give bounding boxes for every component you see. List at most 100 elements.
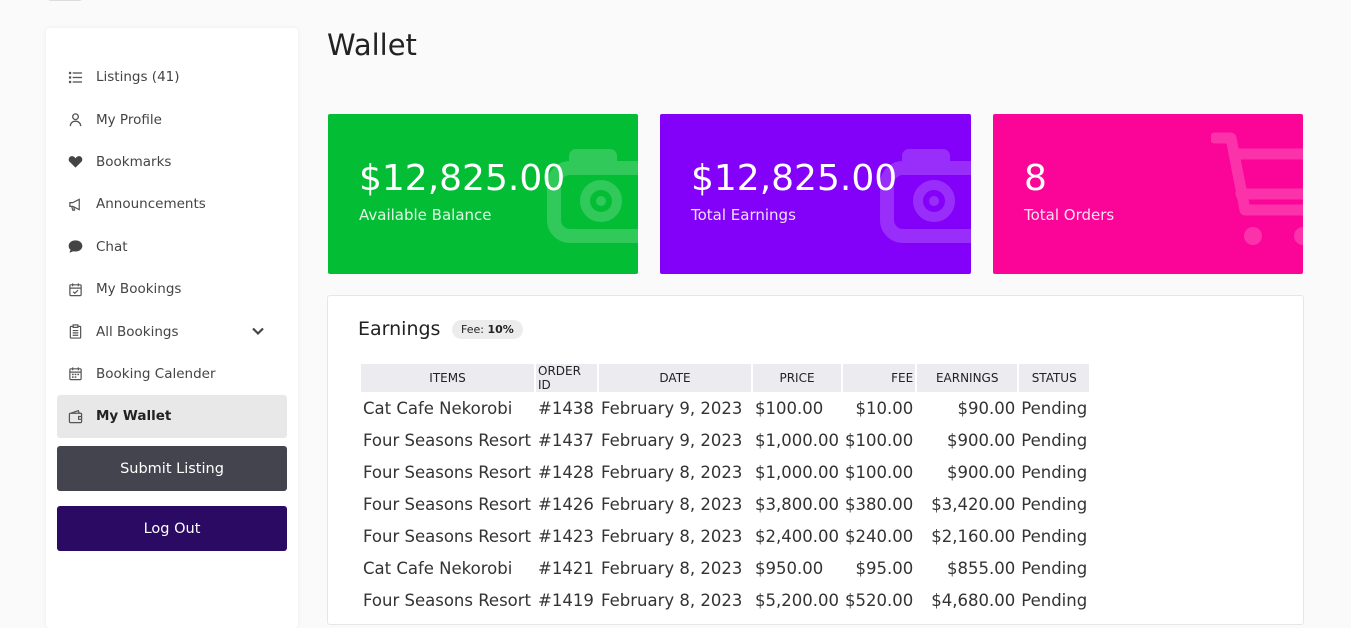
- cell-fee: $95.00: [855, 558, 914, 578]
- sidebar-item-all-bookings[interactable]: All Bookings: [57, 310, 287, 352]
- cell-item: Four Seasons Resort: [363, 590, 532, 610]
- cell-earnings: $900.00: [946, 430, 1016, 450]
- sidebar-item-label: All Bookings: [96, 323, 179, 340]
- total-earnings-card: $12,825.00 Total Earnings: [660, 114, 971, 274]
- top-bar-stub: [48, 0, 82, 1]
- cell-date: February 8, 2023: [601, 462, 743, 482]
- cell-fee: $100.00: [844, 462, 914, 482]
- total-orders-label: Total Orders: [1024, 206, 1115, 224]
- cell-order-id: #1423: [538, 526, 594, 546]
- wallet-icon: [547, 149, 638, 243]
- cell-earnings: $3,420.00: [931, 494, 1016, 514]
- cell-price: $100.00: [755, 398, 824, 418]
- cell-order-id: #1428: [538, 462, 594, 482]
- sidebar-item-label: My Wallet: [96, 408, 172, 425]
- chevron-down-icon[interactable]: [251, 324, 265, 338]
- sidebar-item-bookmarks[interactable]: Bookmarks: [57, 141, 287, 183]
- cell-earnings: $4,680.00: [931, 590, 1016, 610]
- chat-bubble-icon: [68, 239, 83, 254]
- column-header-fee: FEE: [842, 364, 916, 392]
- fee-prefix: Fee:: [461, 323, 484, 336]
- sidebar-item-my-wallet[interactable]: My Wallet: [57, 395, 287, 438]
- user-icon: [68, 112, 83, 127]
- cell-status: Pending: [1021, 398, 1088, 418]
- table-row: Four Seasons Resort #1426 February 8, 20…: [361, 488, 1089, 520]
- log-out-button[interactable]: Log Out: [57, 506, 287, 551]
- cell-item: Four Seasons Resort: [363, 462, 532, 482]
- megaphone-icon: [68, 197, 83, 212]
- total-earnings-value: $12,825.00: [691, 158, 898, 199]
- cell-fee: $10.00: [855, 398, 914, 418]
- heart-icon: [68, 154, 83, 169]
- sidebar-item-label: Booking Calender: [96, 365, 216, 382]
- sidebar-item-my-profile[interactable]: My Profile: [57, 98, 287, 140]
- cell-order-id: #1421: [538, 558, 594, 578]
- total-orders-value: 8: [1024, 158, 1047, 199]
- sidebar-item-label: Bookmarks: [96, 153, 172, 170]
- cell-date: February 8, 2023: [601, 558, 743, 578]
- fee-value: 10%: [487, 323, 514, 336]
- cell-order-id: #1419: [538, 590, 594, 610]
- submit-listing-button[interactable]: Submit Listing: [57, 446, 287, 491]
- cell-fee: $380.00: [844, 494, 914, 514]
- column-header-price: PRICE: [753, 364, 841, 392]
- column-header-items: ITEMS: [361, 364, 534, 392]
- fee-badge: Fee: 10%: [452, 320, 523, 339]
- cell-fee: $240.00: [844, 526, 914, 546]
- column-header-order-id: ORDER ID: [536, 364, 597, 392]
- column-header-earnings: EARNINGS: [917, 364, 1018, 392]
- sidebar-nav: Listings (41) My Profile Bookmarks Annou…: [57, 56, 287, 438]
- calendar-check-icon: [68, 282, 83, 297]
- available-balance-label: Available Balance: [359, 206, 492, 224]
- cell-date: February 8, 2023: [601, 494, 743, 514]
- cell-fee: $100.00: [844, 430, 914, 450]
- shopping-cart-icon: [1211, 132, 1303, 245]
- sidebar-item-chat[interactable]: Chat: [57, 226, 287, 268]
- cell-price: $1,000.00: [755, 462, 839, 482]
- table-header-row: ITEMS ORDER ID DATE PRICE FEE EARNINGS S…: [361, 364, 1090, 392]
- cell-earnings: $855.00: [946, 558, 1016, 578]
- clipboard-list-icon: [68, 324, 83, 339]
- available-balance-card: $12,825.00 Available Balance: [328, 114, 638, 274]
- cell-status: Pending: [1021, 494, 1088, 514]
- wallet-icon: [880, 149, 971, 243]
- earnings-table: ITEMS ORDER ID DATE PRICE FEE EARNINGS S…: [359, 364, 1091, 616]
- cell-date: February 8, 2023: [601, 526, 743, 546]
- cell-order-id: #1438: [538, 398, 594, 418]
- cell-item: Cat Cafe Nekorobi: [363, 558, 513, 578]
- cell-earnings: $2,160.00: [931, 526, 1016, 546]
- cell-status: Pending: [1021, 558, 1088, 578]
- table-row: Cat Cafe Nekorobi #1438 February 9, 2023…: [361, 392, 1089, 424]
- sidebar-item-announcements[interactable]: Announcements: [57, 183, 287, 225]
- sidebar-item-my-bookings[interactable]: My Bookings: [57, 268, 287, 310]
- cell-status: Pending: [1021, 430, 1088, 450]
- sidebar-item-booking-calender[interactable]: Booking Calender: [57, 353, 287, 395]
- cell-order-id: #1426: [538, 494, 594, 514]
- cell-date: February 9, 2023: [601, 430, 743, 450]
- wallet-icon: [68, 409, 83, 424]
- cell-price: $950.00: [755, 558, 824, 578]
- cell-price: $5,200.00: [755, 590, 839, 610]
- column-header-status: STATUS: [1019, 364, 1090, 392]
- table-row: Four Seasons Resort #1419 February 8, 20…: [361, 584, 1089, 616]
- cell-earnings: $90.00: [957, 398, 1016, 418]
- calendar-icon: [68, 366, 83, 381]
- list-icon: [68, 70, 83, 85]
- sidebar-item-label: My Profile: [96, 111, 162, 128]
- total-earnings-label: Total Earnings: [691, 206, 796, 224]
- table-row: Four Seasons Resort #1437 February 9, 20…: [361, 424, 1089, 456]
- cell-date: February 8, 2023: [601, 590, 743, 610]
- cell-earnings: $900.00: [946, 462, 1016, 482]
- cell-order-id: #1437: [538, 430, 594, 450]
- cell-price: $3,800.00: [755, 494, 839, 514]
- cell-item: Four Seasons Resort: [363, 526, 532, 546]
- table-row: Cat Cafe Nekorobi #1421 February 8, 2023…: [361, 552, 1089, 584]
- cell-price: $1,000.00: [755, 430, 839, 450]
- sidebar-item-label: Listings (41): [96, 69, 180, 86]
- table-row: Four Seasons Resort #1428 February 8, 20…: [361, 456, 1089, 488]
- earnings-section: Earnings Fee: 10% ITEMS ORDER ID DATE PR…: [327, 295, 1304, 625]
- sidebar-item-label: Announcements: [96, 196, 206, 213]
- sidebar-item-listings[interactable]: Listings (41): [57, 56, 287, 98]
- cell-item: Cat Cafe Nekorobi: [363, 398, 513, 418]
- cell-status: Pending: [1021, 590, 1088, 610]
